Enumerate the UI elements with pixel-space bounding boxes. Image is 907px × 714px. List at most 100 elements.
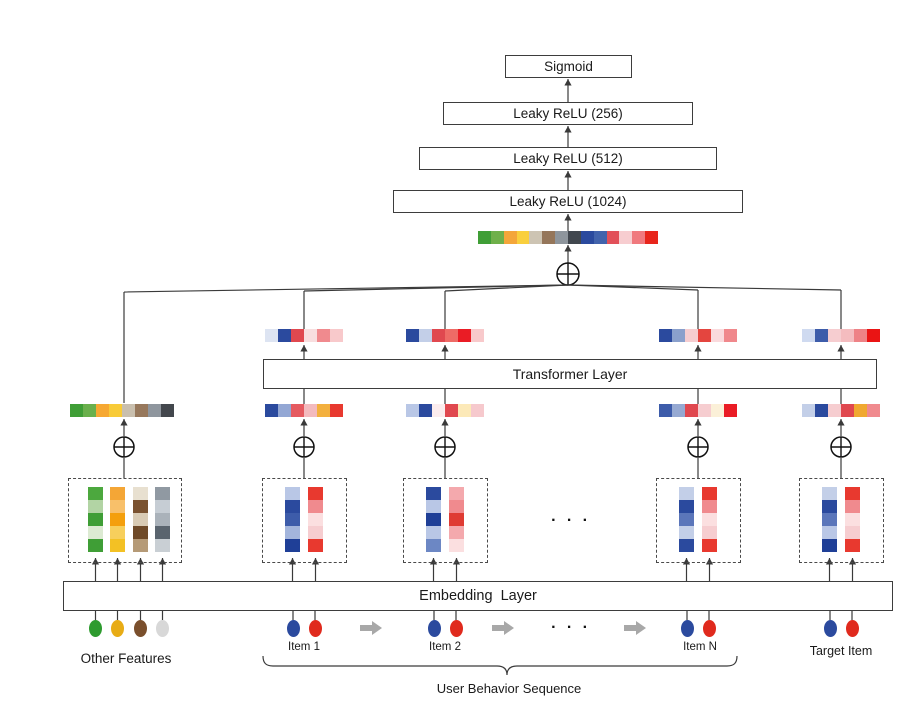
item-1-embedding-bar [308,487,323,552]
embedding-cell [161,404,174,417]
embedding-cell [406,404,419,417]
embedding-cell [83,404,96,417]
item-n-label: Item N [683,641,717,653]
embedding-cell [711,404,724,417]
item-2-embedding-group [402,478,488,563]
embedding-cell [645,231,659,244]
other-feature-bar [110,487,125,552]
arrowhead-icon [564,171,572,178]
embedding-cell [133,487,148,500]
embedding-cell [426,539,441,552]
embedding-cell [432,404,445,417]
embedding-cell [445,329,458,342]
embedding-cell [449,539,464,552]
embedding-cell [702,539,717,552]
embedding-cell [458,404,471,417]
item-n-summed-strip [659,404,737,417]
item-1-embedding-group [261,478,347,563]
leaky-relu-256-label: Leaky ReLU (256) [513,106,623,121]
embedding-cell [867,404,880,417]
item-2-transformer-output-strip [406,329,484,342]
embedding-cell [815,404,828,417]
embedding-cell [593,231,607,244]
embedding-cell [449,526,464,539]
item-n-input-dot [702,620,716,637]
embedding-cell [702,526,717,539]
embedding-cell [285,500,300,513]
embedding-cell [841,404,854,417]
arrowhead-icon [441,419,449,426]
other-feature-input-dot [89,620,102,637]
embedding-cell [685,329,698,342]
target-item-transformer-output-strip [802,329,880,342]
embedding-cell [478,231,491,244]
item-n-transformer-output-strip [659,329,737,342]
embedding-cell [449,513,464,526]
embedding-cell [88,487,103,500]
embedding-cell [419,404,432,417]
embedding-cell [135,404,148,417]
transformer-layer-box: Transformer Layer [263,359,877,389]
embedding-cell [841,329,854,342]
embedding-layer-box: Embedding Layer [63,581,893,611]
embedding-cell [155,513,170,526]
user-behavior-brace [262,655,738,676]
leaky-relu-1024-box: Leaky ReLU (1024) [393,190,743,213]
embedding-cell [419,329,432,342]
item-2-label: Item 2 [429,641,461,653]
embedding-cell [88,526,103,539]
item-n-input-dot [680,620,694,637]
item-2-input-dot [449,620,463,637]
arrowhead-icon [300,345,308,352]
embedding-cell [308,500,323,513]
other-feature-input-dot [156,620,169,637]
embedding-cell [854,329,867,342]
user-behavior-sequence-label: User Behavior Sequence [436,681,582,696]
embedding-cell [845,500,860,513]
embedding-cell [122,404,135,417]
embedding-cell [88,500,103,513]
embedding-cell [285,526,300,539]
embedding-cell [304,404,317,417]
arrowhead-icon [564,126,572,133]
embedding-cell [265,404,278,417]
sequence-step-arrow-icon [492,621,514,635]
other-features-embedding-group [68,478,182,563]
item-1-summed-strip [265,404,343,417]
embedding-cell [828,404,841,417]
embedding-cell [702,513,717,526]
embedding-cell [133,539,148,552]
fan-line [567,284,842,291]
embedding-cell [711,329,724,342]
embedding-cell [802,404,815,417]
embedding-cell [432,329,445,342]
embedding-cell [308,487,323,500]
embedding-cell [285,513,300,526]
embedding-cell [619,231,633,244]
embedding-cell [632,231,646,244]
arrowhead-icon [694,419,702,426]
embedding-cell [148,404,161,417]
embedding-cell [445,404,458,417]
ellipsis-embedding-row: · · · [551,512,591,529]
concat-vector-strip [478,231,659,244]
embedding-cell [458,329,471,342]
embedding-cell [580,231,594,244]
embedding-cell [724,329,737,342]
embedding-cell [109,404,122,417]
embedding-cell [133,500,148,513]
embedding-cell [845,539,860,552]
embedding-cell [70,404,83,417]
other-feature-input-dot [111,620,124,637]
embedding-cell [308,526,323,539]
item-2-embedding-bar [449,487,464,552]
embedding-cell [155,487,170,500]
embedding-cell [426,526,441,539]
embedding-cell [679,513,694,526]
embedding-cell [110,500,125,513]
item-n-embedding-bar [679,487,694,552]
embedding-cell [88,513,103,526]
sigmoid-label: Sigmoid [544,59,593,74]
target-item-embedding-bar [845,487,860,552]
